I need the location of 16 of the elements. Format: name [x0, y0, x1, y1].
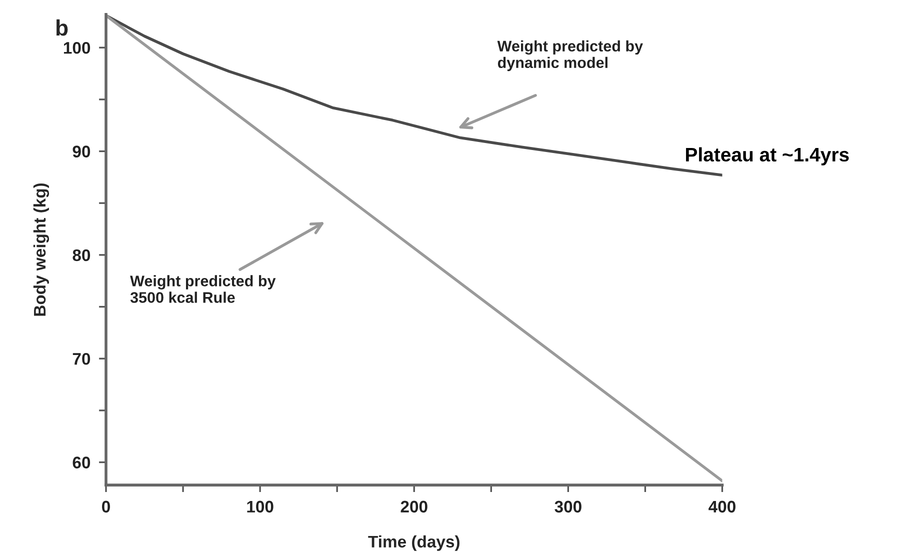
y-axis-title: Body weight (kg) — [33, 183, 50, 316]
x-tick-label: 300 — [554, 500, 582, 513]
x-axis-title: Time (days) — [368, 535, 460, 551]
x-tick-label: 200 — [400, 500, 428, 513]
text: b — [56, 19, 68, 36]
x-tick-label: 100 — [247, 500, 274, 513]
y-tick-label: 100 — [64, 42, 90, 54]
annotation: Plateau at ~1.4yrs — [686, 147, 849, 166]
x-tick-label: 400 — [708, 500, 736, 513]
x-tick-label: 0 — [102, 500, 110, 513]
annotation: Weight predicted by dynamic model — [497, 40, 643, 72]
y-tick-label: 80 — [72, 249, 90, 262]
annotation: Weight predicted by 3500 kcal Rule — [130, 275, 276, 303]
y-tick-label: 60 — [72, 456, 90, 468]
y-tick-label: 90 — [72, 146, 90, 158]
y-tick-label: 70 — [72, 353, 90, 365]
